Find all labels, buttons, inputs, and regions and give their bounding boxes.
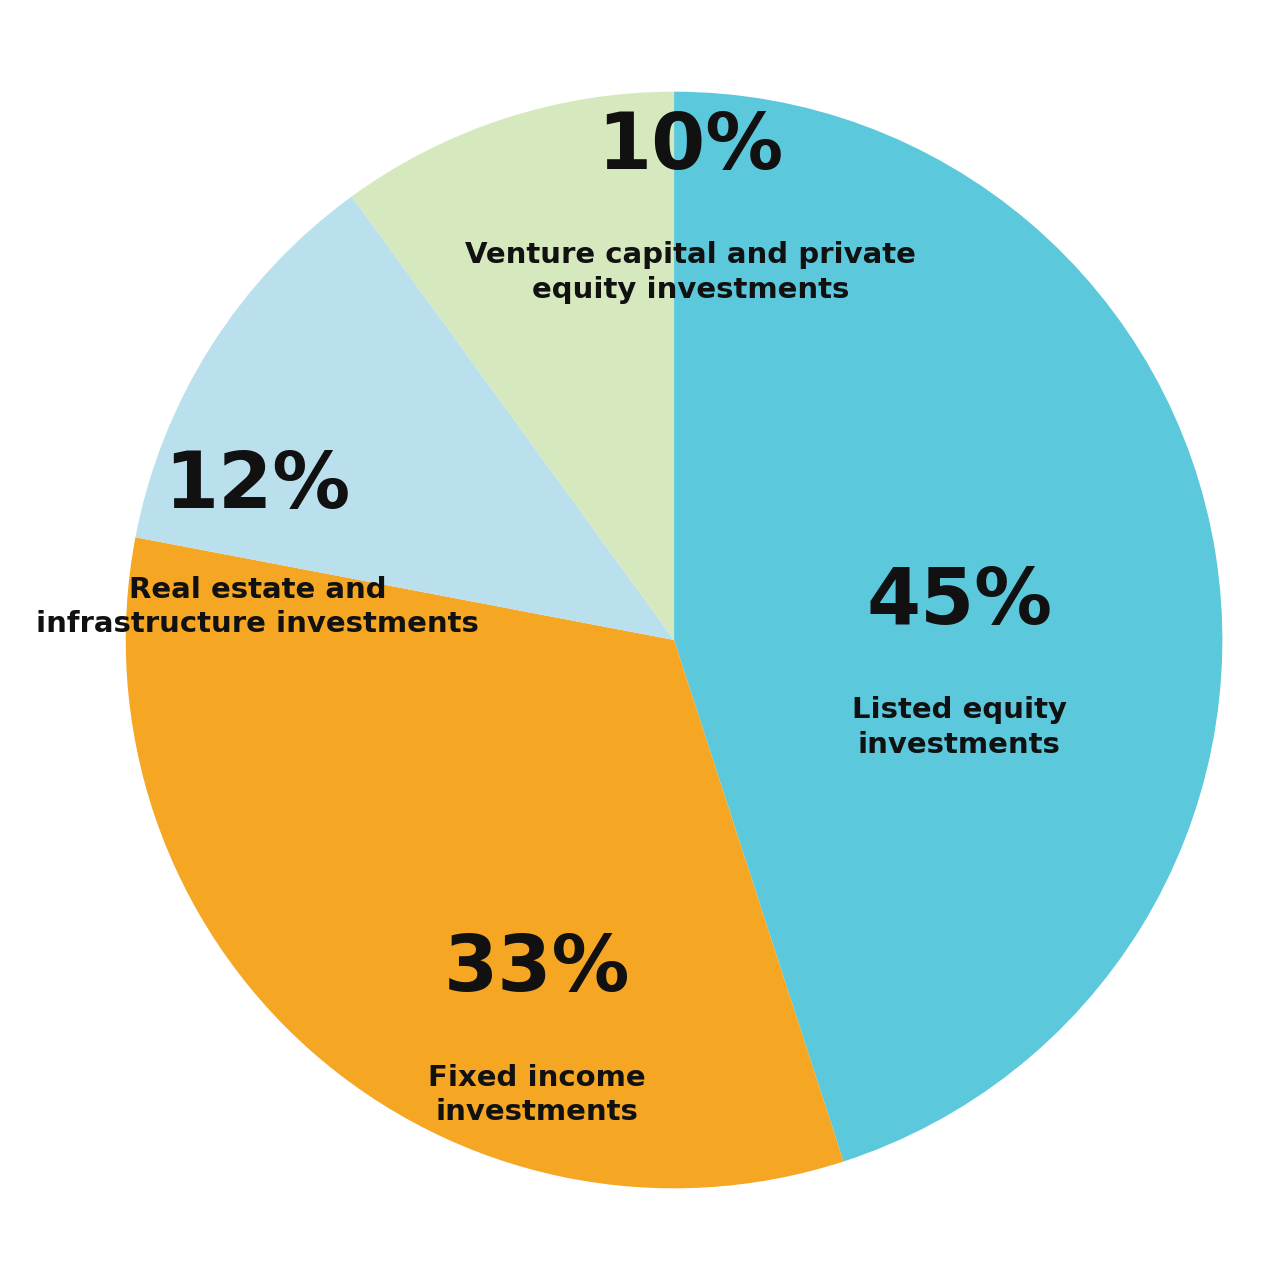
Text: 10%: 10% [598,109,783,184]
Wedge shape [136,196,675,640]
Text: 33%: 33% [444,931,630,1007]
Text: 12%: 12% [164,448,351,525]
Wedge shape [675,92,1222,1161]
Text: Real estate and
infrastructure investments: Real estate and infrastructure investmen… [36,576,479,639]
Text: Listed equity
investments: Listed equity investments [851,696,1066,759]
Text: Fixed income
investments: Fixed income investments [429,1064,646,1126]
Wedge shape [352,92,675,640]
Text: Venture capital and private
equity investments: Venture capital and private equity inves… [465,242,916,303]
Wedge shape [125,538,844,1188]
Text: 45%: 45% [867,563,1052,640]
